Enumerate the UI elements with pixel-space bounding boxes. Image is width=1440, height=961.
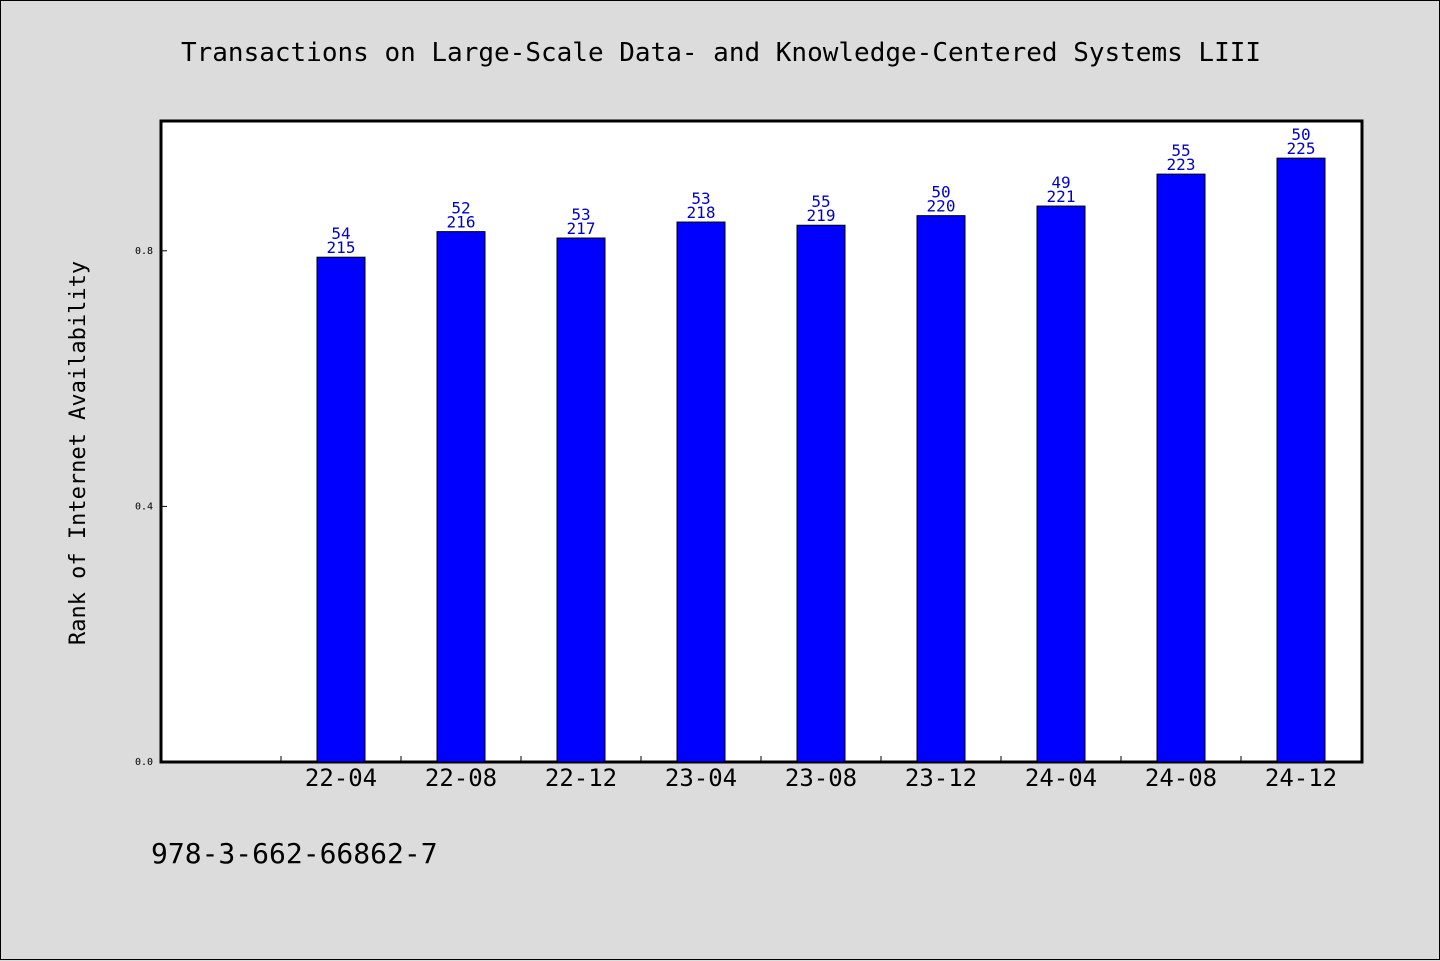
bar-data-label: 217 (567, 219, 596, 238)
chart-title: Transactions on Large-Scale Data- and Kn… (181, 38, 1261, 68)
bar-data-label: 49 (1051, 173, 1070, 192)
y-ticks-group: 0.0 0.4 0.8 (135, 246, 167, 768)
bar-data-label: 52 (451, 199, 470, 218)
bar-data-label: 54 (331, 224, 350, 243)
x-tick-label: 22-12 (545, 764, 617, 792)
bar-data-label: 220 (927, 197, 956, 216)
x-tick-label: 24-08 (1145, 764, 1217, 792)
bar-24-12 (1276, 157, 1326, 763)
y-axis-label: Rank of Internet Availability (66, 261, 91, 645)
x-tick-label: 22-08 (425, 764, 497, 792)
bar-data-label: 50 (931, 183, 950, 202)
bar-data-label: 221 (1047, 187, 1076, 206)
bars-group (316, 157, 1326, 763)
bar-data-label: 215 (327, 238, 356, 257)
y-tick-label: 0.8 (135, 246, 153, 257)
y-tick-label: 0.4 (135, 501, 153, 512)
bar-data-label: 50 (1291, 125, 1310, 144)
x-ticks-group: 22-04 22-08 22-12 23-04 23-08 23-12 24-04 24-08… (280, 756, 1337, 792)
x-tick-label: 22-04 (305, 764, 377, 792)
x-tick-label: 23-12 (905, 764, 977, 792)
bar-data-label: 223 (1167, 155, 1196, 174)
isbn-footer: 978-3-662-66862-7 (151, 837, 438, 870)
bar-23-08 (796, 224, 846, 763)
bar-data-label: 218 (687, 203, 716, 222)
x-tick-label: 24-04 (1025, 764, 1097, 792)
bar-data-label: 55 (1171, 141, 1190, 160)
bar-22-08 (436, 231, 486, 763)
bar-23-04 (676, 221, 726, 763)
bar-23-12 (916, 215, 966, 763)
bar-22-12 (556, 237, 606, 763)
bar-data-label: 225 (1287, 139, 1316, 158)
bar-data-label: 53 (571, 205, 590, 224)
x-tick-label: 23-08 (785, 764, 857, 792)
y-tick-label: 0.0 (135, 757, 153, 768)
bar-data-label: 53 (691, 189, 710, 208)
bar-data-label: 55 (811, 192, 830, 211)
x-tick-label: 24-12 (1265, 764, 1337, 792)
bar-data-label: 219 (807, 206, 836, 225)
x-tick-label: 23-04 (665, 764, 737, 792)
bar-24-04 (1036, 205, 1086, 763)
bar-24-08 (1156, 173, 1206, 763)
bar-22-04 (316, 256, 366, 763)
bar-data-label: 216 (447, 213, 476, 232)
